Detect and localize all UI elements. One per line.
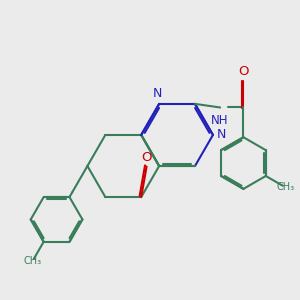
Text: N: N <box>217 128 226 141</box>
Text: O: O <box>141 151 152 164</box>
Text: CH₃: CH₃ <box>276 182 294 192</box>
Text: NH: NH <box>212 114 229 127</box>
Text: O: O <box>238 65 249 78</box>
Text: N: N <box>153 87 162 100</box>
Text: CH₃: CH₃ <box>23 256 41 266</box>
